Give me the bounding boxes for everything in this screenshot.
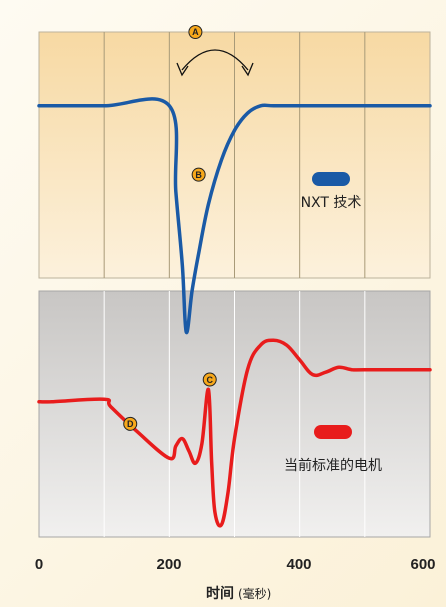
- legend-bottom: 当前标准的电机: [284, 425, 382, 474]
- series-line: [37, 97, 432, 334]
- x-axis-unit: (毫秒): [238, 586, 271, 601]
- duration-arc-arrow: [176, 49, 254, 77]
- annotation-marker-label: D: [127, 419, 134, 429]
- annotation-marker-circle: [123, 416, 138, 431]
- legend-swatch-standard: [314, 425, 352, 439]
- annotation-marker-label: A: [192, 27, 199, 37]
- x-axis: 0 200 400 600: [35, 556, 436, 573]
- annotation-marker-label: C: [206, 375, 213, 385]
- legend-label-nxt: NXT 技术: [301, 195, 362, 211]
- annotation-marker: C: [202, 372, 217, 387]
- legend-label-standard: 当前标准的电机: [284, 457, 382, 474]
- annotation-marker-circle: [202, 372, 217, 387]
- annotation-marker-label: B: [195, 170, 202, 180]
- x-tick-label: 600: [410, 556, 435, 573]
- annotation-marker: A: [188, 25, 203, 39]
- x-axis-title: 时间: [206, 585, 234, 602]
- series-line: [37, 338, 432, 528]
- annotation-marker: B: [191, 167, 206, 182]
- annotation-marker-circle: [188, 25, 203, 39]
- x-tick-label: 0: [35, 556, 43, 573]
- legend-swatch-nxt: [312, 172, 350, 186]
- legend-top: NXT 技术: [301, 172, 362, 211]
- annotation-marker: D: [123, 416, 138, 431]
- x-tick-label: 200: [156, 556, 181, 573]
- annotation-marker-circle: [191, 167, 206, 182]
- x-tick-label: 400: [286, 556, 311, 573]
